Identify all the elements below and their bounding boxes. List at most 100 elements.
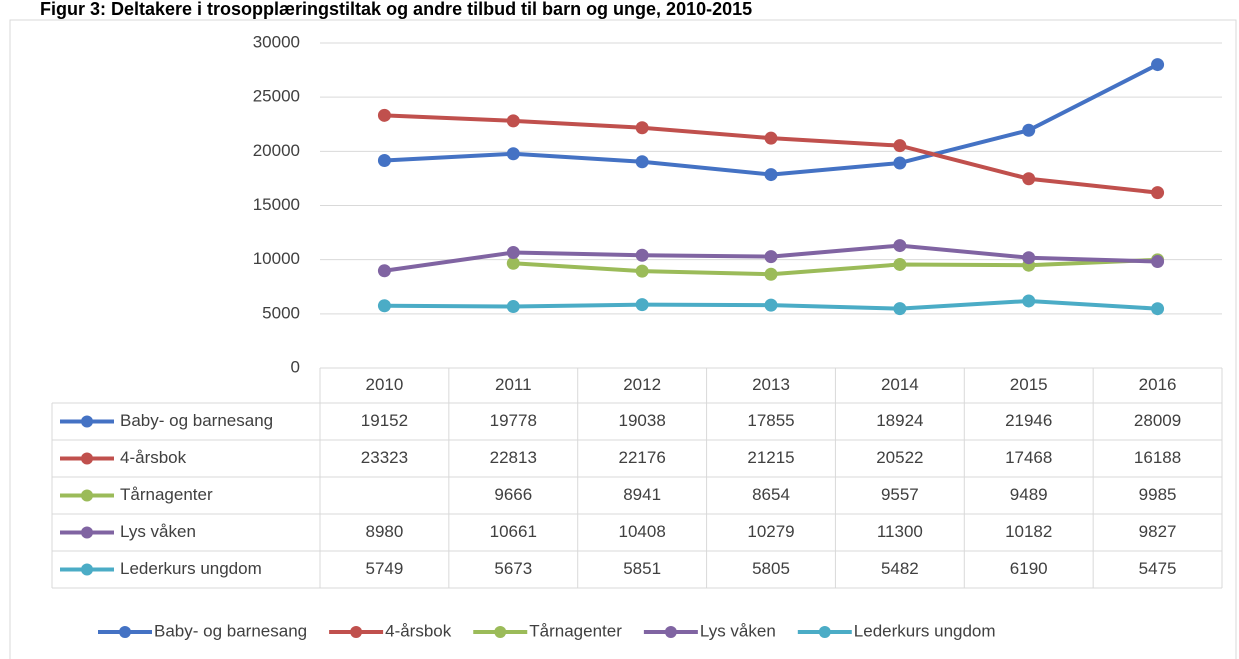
table-cell: 9827: [1139, 522, 1177, 541]
table-cell: 19152: [361, 411, 408, 430]
data-point: [377, 108, 391, 122]
legend-label: Tårnagenter: [529, 621, 622, 640]
data-point: [377, 154, 391, 168]
table-cell: 5805: [752, 559, 790, 578]
legend-marker: [119, 626, 131, 638]
table-cell: 8980: [366, 522, 404, 541]
table-cell: 11300: [877, 522, 923, 541]
legend-marker: [350, 626, 363, 638]
table-cell: 5851: [623, 559, 661, 578]
table-cell: 17855: [747, 411, 794, 430]
x-tick-label: 2013: [752, 375, 790, 394]
table-cell: 5749: [366, 559, 404, 578]
table-cell: 19038: [619, 411, 666, 430]
table-row-label: Lederkurs ungdom: [120, 559, 262, 578]
table-cell: 28009: [1134, 411, 1181, 430]
data-point: [764, 131, 778, 145]
data-point: [1022, 251, 1036, 265]
table-cell: 22176: [619, 448, 666, 467]
table-cell: 6190: [1010, 559, 1048, 578]
table-cell: 17468: [1005, 448, 1052, 467]
data-point: [893, 302, 907, 316]
table-cell: 8941: [623, 485, 661, 504]
table-row-label: Baby- og barnesang: [120, 411, 273, 430]
data-point: [635, 121, 649, 135]
table-row-label: Tårnagenter: [120, 485, 213, 504]
data-point: [506, 114, 520, 128]
data-point: [1022, 294, 1036, 308]
legend-marker: [81, 563, 93, 576]
data-point: [377, 299, 391, 313]
data-point: [1151, 255, 1165, 269]
legend-label: Baby- og barnesang: [154, 621, 307, 640]
table-cell: 20522: [876, 448, 923, 467]
table-cell: 16188: [1134, 448, 1181, 467]
data-point: [506, 300, 520, 314]
table-cell: 9489: [1010, 485, 1048, 504]
legend-label: 4-årsbok: [385, 621, 452, 640]
legend-marker: [81, 452, 93, 465]
y-tick-label: 30000: [253, 32, 300, 51]
table-cell: 10661: [490, 522, 537, 541]
data-point: [893, 257, 907, 271]
table-cell: 9557: [881, 485, 919, 504]
legend-marker: [664, 626, 677, 638]
data-point: [635, 248, 649, 262]
x-tick-label: 2016: [1139, 375, 1177, 394]
legend-label: Lederkurs ungdom: [854, 621, 996, 640]
y-tick-label: 5000: [262, 303, 300, 322]
data-point: [1151, 302, 1165, 316]
data-point: [893, 156, 907, 170]
data-point: [506, 256, 520, 270]
x-tick-label: 2015: [1010, 375, 1048, 394]
x-tick-label: 2012: [623, 375, 661, 394]
table-cell: 18924: [876, 411, 923, 430]
table-cell: 9666: [494, 485, 532, 504]
data-point: [893, 239, 907, 253]
series-line: [513, 257, 1158, 277]
data-point: [635, 155, 649, 169]
table-cell: 5673: [494, 559, 532, 578]
table-cell: 10279: [747, 522, 794, 541]
data-point: [635, 264, 649, 278]
data-point: [377, 264, 391, 278]
data-point: [764, 250, 778, 264]
legend-marker: [494, 626, 507, 638]
data-point: [506, 147, 520, 161]
data-point: [764, 168, 778, 182]
data-point: [1151, 186, 1165, 200]
x-tick-label: 2011: [495, 375, 532, 394]
table-cell: 5475: [1139, 559, 1177, 578]
table-cell: 23323: [361, 448, 408, 467]
table-cell: 5482: [881, 559, 919, 578]
y-tick-label: 15000: [253, 195, 300, 214]
data-point: [764, 298, 778, 312]
table-cell: 22813: [490, 448, 537, 467]
legend-marker: [81, 415, 93, 428]
table-cell: 8654: [752, 485, 790, 504]
table-cell: 10182: [1005, 522, 1052, 541]
legend-label: Lys våken: [700, 621, 776, 640]
data-point: [506, 246, 520, 260]
x-tick-label: 2010: [366, 375, 404, 394]
table-row-label: 4-årsbok: [120, 448, 187, 467]
table-cell: 21215: [747, 448, 794, 467]
table-cell: 21946: [1005, 411, 1052, 430]
legend-marker: [81, 526, 93, 539]
y-tick-label: 0: [291, 357, 300, 376]
chart-title: Figur 3: Deltakere i trosopplæringstilta…: [40, 0, 752, 19]
table-cell: 9985: [1139, 485, 1177, 504]
y-tick-label: 10000: [253, 249, 300, 268]
legend-marker: [81, 489, 93, 502]
table-row-label: Lys våken: [120, 522, 196, 541]
data-point: [1151, 58, 1165, 72]
legend-marker: [818, 626, 831, 638]
y-tick-label: 25000: [253, 87, 300, 106]
table-cell: 19778: [490, 411, 537, 430]
data-point: [1022, 172, 1036, 186]
data-point: [635, 298, 649, 312]
data-point: [1022, 123, 1036, 137]
data-point: [764, 267, 778, 281]
y-tick-label: 20000: [253, 141, 300, 160]
